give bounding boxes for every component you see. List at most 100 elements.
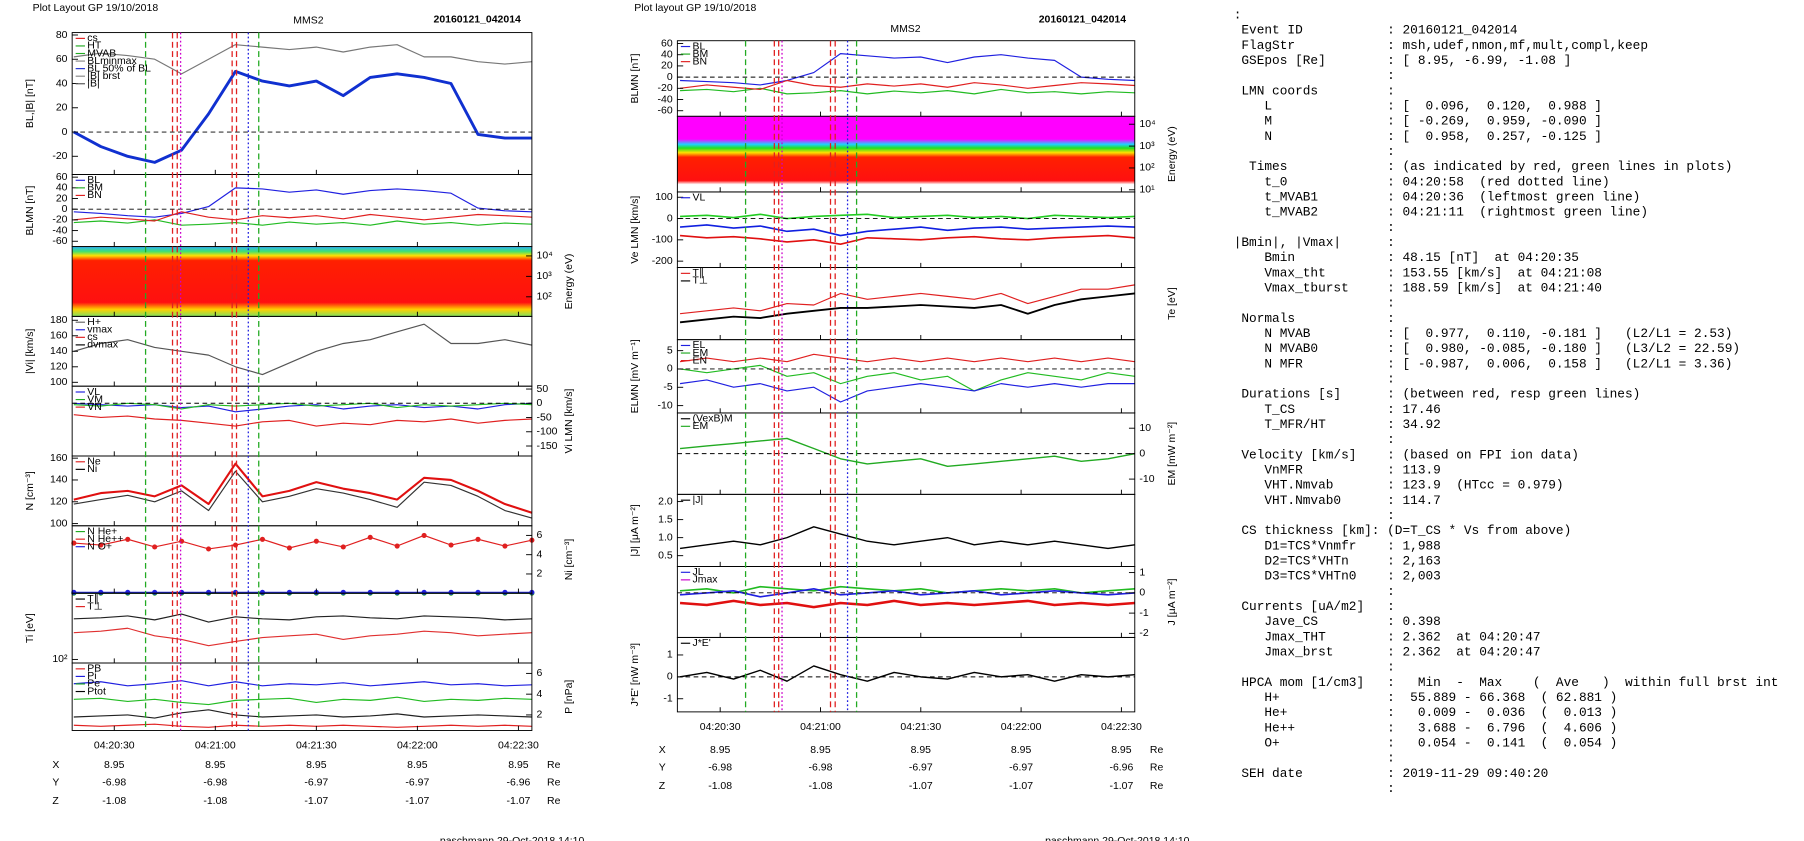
legend-label: VM — [87, 394, 103, 405]
series-line — [679, 364, 1135, 392]
series-line — [73, 414, 532, 427]
y-tick-label: 4 — [537, 689, 543, 700]
y-tick-label: 2 — [537, 569, 543, 580]
y-tick-label: 0.5 — [658, 550, 673, 561]
y-tick-label: 0 — [1139, 448, 1145, 459]
series-line — [679, 224, 1135, 237]
position-unit: Re — [547, 778, 561, 789]
series-line — [73, 680, 532, 687]
legend-label: Jmax — [693, 575, 719, 586]
position-value: -1.08 — [102, 796, 126, 807]
y-tick-label: 6 — [537, 668, 543, 679]
info-line: He++ : 3.688 - 6.796 ( 4.606 ) — [1234, 720, 1618, 735]
series-line — [73, 44, 532, 75]
y-tick-label: 6 — [537, 530, 543, 541]
info-line: t_0 : 04:20:58 (red dotted line) — [1234, 174, 1610, 189]
y-tick-label: 10³ — [537, 271, 553, 282]
y-axis-label: Ve LMN [km/s] — [630, 196, 641, 264]
position-value: 8.95 — [1111, 745, 1132, 756]
y-tick-label: -20 — [52, 215, 67, 226]
position-value: -6.97 — [304, 778, 328, 789]
y-tick-label: 0 — [667, 364, 673, 375]
position-unit: Re — [1150, 781, 1164, 792]
legend-label: N O+ — [87, 541, 112, 552]
y-tick-label: 60 — [56, 54, 68, 65]
y-tick-label: 120 — [50, 497, 68, 508]
y-tick-label: 4 — [537, 549, 543, 560]
series-line — [679, 379, 1135, 403]
data-point — [286, 589, 292, 595]
panel-frame — [71, 315, 533, 387]
position-value: 8.95 — [1011, 745, 1032, 756]
y-tick-label: 140 — [50, 346, 68, 357]
x-tick-label: 04:22:30 — [498, 740, 539, 751]
x-tick-label: 04:21:00 — [195, 740, 236, 751]
position-value: -1.08 — [708, 781, 732, 792]
data-point — [340, 544, 346, 550]
footer: paschmann 29-Oct-2018 14:10 — [1045, 836, 1190, 841]
legend-label: dvmax — [87, 340, 119, 351]
position-label: X — [52, 760, 59, 771]
x-tick-label: 04:22:00 — [397, 740, 438, 751]
y-tick-label: 60 — [661, 38, 673, 49]
legend-label: |J| — [693, 495, 704, 506]
spectrogram — [677, 116, 1135, 192]
y-tick-label: 160 — [50, 331, 68, 342]
position-value: -1.08 — [809, 781, 833, 792]
y-axis-label: Energy (eV) — [564, 254, 575, 310]
legend-label: N He++ — [87, 534, 123, 545]
info-line: D3=TCS*VHTn0 : 2,003 — [1234, 569, 1441, 584]
y-tick-label: 100 — [655, 192, 673, 203]
info-line: Jmax_brst : 2.362 at 04:20:47 — [1234, 645, 1541, 660]
panel-frame — [71, 592, 533, 664]
event-id: 20160121_042014 — [434, 15, 522, 26]
info-line: : — [1234, 432, 1395, 447]
series-line — [679, 526, 1135, 550]
y-tick-label: 1.5 — [658, 514, 673, 525]
x-tick-label: 04:20:30 — [94, 740, 135, 751]
y-tick-label: 140 — [50, 475, 68, 486]
info-line: L : [ 0.096, 0.120, 0.988 ] — [1234, 99, 1602, 114]
series-line — [73, 187, 532, 218]
data-point — [232, 542, 239, 548]
info-line: M : [ -0.269, 0.959, -0.090 ] — [1234, 114, 1602, 129]
y-tick-label: 40 — [661, 49, 673, 60]
position-value: 8.95 — [104, 760, 125, 771]
y-axis-label: P [nPa] — [564, 680, 575, 714]
panel-frame — [71, 525, 533, 594]
info-line: FlagStr : msh,udef,nmon,mf,mult,compl,ke… — [1234, 38, 1648, 53]
y-tick-label: 0 — [537, 398, 543, 409]
info-line: GSEpos [Re] : [ 8.95, -6.99, -1.08 ] — [1234, 53, 1572, 68]
info-line: Times : (as indicated by red, green line… — [1234, 159, 1733, 174]
footer: paschmann 29-Oct-2018 14:10 — [440, 836, 585, 841]
legend-label: EL — [693, 340, 706, 351]
y-tick-label: 160 — [50, 453, 68, 464]
legend-label: BM — [87, 183, 103, 194]
data-point — [125, 536, 131, 542]
data-point — [179, 538, 185, 544]
x-tick-label: 04:21:00 — [800, 722, 841, 733]
info-line: |Bmin|, |Vmax| : — [1234, 235, 1395, 250]
data-point — [448, 589, 454, 595]
data-point — [448, 542, 454, 548]
position-value: -6.98 — [102, 778, 126, 789]
info-line: VHT.Nmvab : 123.9 (HTcc = 0.979) — [1234, 478, 1564, 493]
position-value: -6.97 — [1009, 762, 1033, 773]
y-axis-label: |Vi| [km/s] — [25, 329, 36, 374]
legend-label: J*E' — [693, 638, 711, 649]
y-axis-label: J*E' [nW m⁻³] — [630, 643, 641, 706]
position-value: -6.97 — [909, 762, 933, 773]
legend-label: T∥ — [693, 268, 705, 279]
legend-label: VL — [87, 387, 100, 398]
y-tick-label: 60 — [56, 172, 68, 183]
position-label: Z — [659, 781, 666, 792]
y-tick-label: 100 — [50, 518, 68, 529]
y-tick-label: 0 — [667, 72, 673, 83]
plot-title: MMS2 — [293, 16, 323, 27]
legend-label: MVAB — [87, 48, 116, 59]
spectrogram — [72, 246, 532, 317]
info-line: : — [1234, 508, 1395, 523]
position-value: -6.96 — [506, 778, 530, 789]
legend-label: |B| — [87, 79, 99, 90]
position-value: -6.98 — [708, 762, 732, 773]
